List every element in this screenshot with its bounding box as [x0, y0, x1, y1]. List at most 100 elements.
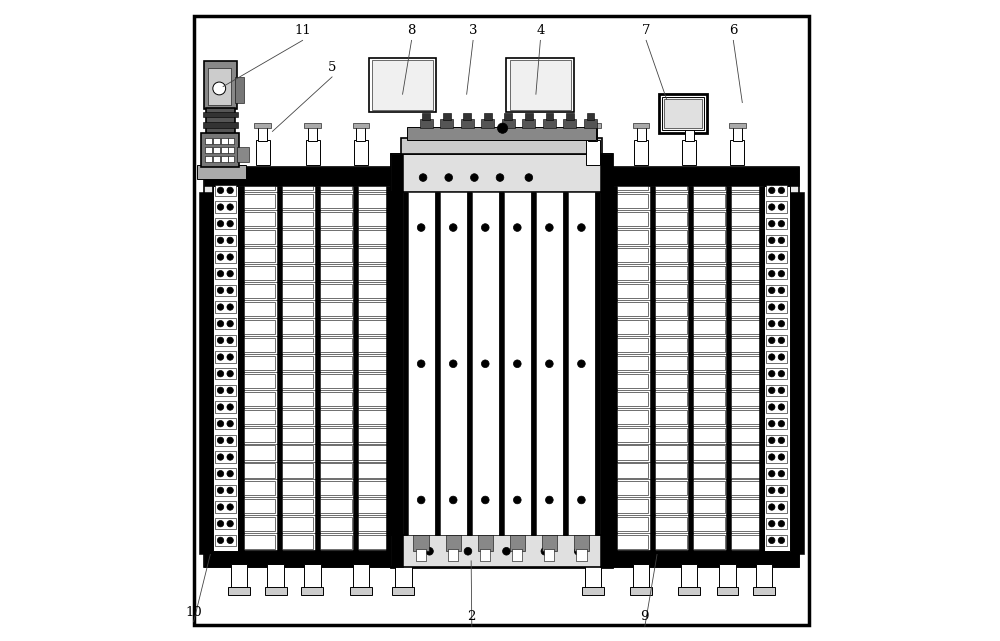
- Circle shape: [541, 547, 549, 555]
- Circle shape: [778, 187, 785, 194]
- Bar: [655, 356, 687, 370]
- Bar: [446, 535, 461, 551]
- Bar: [228, 147, 234, 153]
- Bar: [199, 192, 213, 554]
- Bar: [392, 587, 414, 595]
- Bar: [766, 201, 787, 213]
- Circle shape: [227, 404, 233, 410]
- Bar: [655, 428, 687, 442]
- Bar: [731, 186, 763, 190]
- Circle shape: [574, 547, 582, 555]
- Bar: [467, 192, 472, 535]
- Circle shape: [426, 547, 433, 555]
- Bar: [353, 123, 369, 128]
- Bar: [391, 154, 612, 192]
- Bar: [617, 517, 648, 531]
- Circle shape: [769, 354, 775, 360]
- Bar: [204, 551, 799, 567]
- Bar: [733, 127, 742, 141]
- Circle shape: [778, 470, 785, 477]
- Bar: [256, 140, 270, 165]
- Bar: [693, 356, 725, 370]
- Bar: [655, 320, 687, 334]
- Bar: [617, 445, 648, 460]
- Bar: [205, 147, 212, 153]
- Bar: [617, 374, 648, 388]
- Bar: [756, 564, 772, 588]
- Circle shape: [769, 237, 775, 244]
- Bar: [353, 564, 369, 588]
- Bar: [282, 410, 313, 424]
- Bar: [358, 463, 390, 478]
- Bar: [664, 99, 702, 128]
- Circle shape: [227, 454, 233, 460]
- Bar: [753, 587, 775, 595]
- Bar: [282, 284, 313, 298]
- Bar: [204, 61, 237, 109]
- Bar: [617, 248, 648, 262]
- Circle shape: [217, 420, 224, 427]
- Bar: [681, 123, 697, 128]
- Bar: [244, 463, 275, 478]
- Bar: [655, 194, 687, 208]
- Bar: [244, 445, 275, 460]
- Bar: [350, 587, 372, 595]
- Bar: [693, 481, 725, 495]
- Bar: [655, 410, 687, 424]
- Text: 3: 3: [469, 24, 477, 37]
- Circle shape: [227, 254, 233, 260]
- Circle shape: [217, 537, 224, 544]
- Bar: [244, 410, 275, 424]
- Bar: [617, 428, 648, 442]
- Bar: [282, 212, 313, 226]
- Bar: [320, 320, 352, 334]
- Bar: [244, 302, 275, 316]
- Bar: [764, 186, 790, 551]
- Bar: [320, 230, 352, 244]
- Circle shape: [778, 271, 785, 277]
- Bar: [320, 374, 352, 388]
- Bar: [484, 113, 492, 120]
- Bar: [655, 374, 687, 388]
- Bar: [391, 535, 612, 567]
- Bar: [244, 284, 275, 298]
- Circle shape: [227, 287, 233, 294]
- Bar: [215, 368, 236, 379]
- Bar: [655, 302, 687, 316]
- Bar: [630, 587, 652, 595]
- Circle shape: [227, 354, 233, 360]
- Circle shape: [513, 224, 521, 231]
- Circle shape: [769, 254, 775, 260]
- Bar: [215, 385, 236, 396]
- Bar: [655, 248, 687, 262]
- Bar: [358, 517, 390, 531]
- Bar: [766, 318, 787, 329]
- Bar: [354, 140, 368, 165]
- Bar: [731, 338, 763, 352]
- Circle shape: [217, 520, 224, 527]
- Bar: [301, 587, 323, 595]
- Bar: [617, 392, 648, 406]
- Circle shape: [769, 404, 775, 410]
- Bar: [395, 564, 412, 588]
- Bar: [582, 587, 604, 595]
- Bar: [731, 410, 763, 424]
- Bar: [655, 266, 687, 280]
- Bar: [282, 266, 313, 280]
- Bar: [244, 266, 275, 280]
- Circle shape: [217, 287, 224, 294]
- Bar: [617, 194, 648, 208]
- Circle shape: [217, 271, 224, 277]
- Circle shape: [217, 254, 224, 260]
- Bar: [235, 77, 244, 103]
- Bar: [472, 192, 499, 535]
- Bar: [215, 501, 236, 513]
- Circle shape: [778, 204, 785, 210]
- Circle shape: [769, 287, 775, 294]
- Circle shape: [769, 271, 775, 277]
- Circle shape: [217, 470, 224, 477]
- Bar: [215, 201, 236, 213]
- Bar: [213, 186, 391, 551]
- Circle shape: [778, 287, 785, 294]
- Bar: [688, 186, 693, 551]
